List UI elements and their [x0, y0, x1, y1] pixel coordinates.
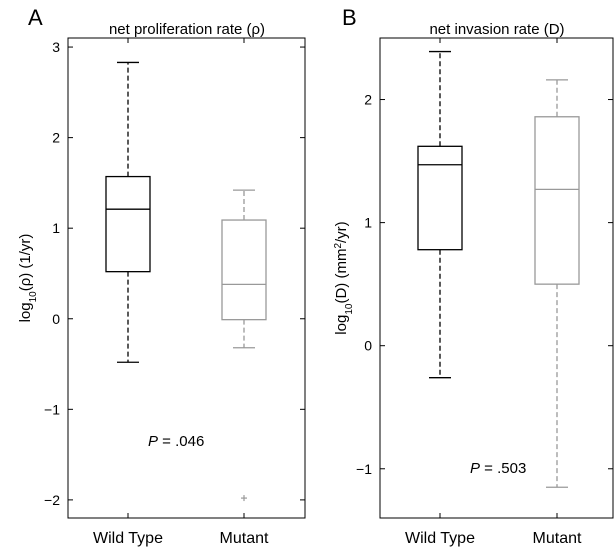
- y-tick-label: −2: [44, 492, 60, 508]
- panel-letter: A: [28, 5, 43, 30]
- y-tick-label: 0: [52, 311, 60, 327]
- plot-frame: [67, 37, 306, 519]
- iqr-box: [105, 175, 151, 273]
- y-tick-label: 3: [52, 39, 60, 55]
- box-wild-type: [105, 61, 151, 363]
- box-mutant: [221, 189, 267, 502]
- x-category-label: Mutant: [220, 530, 269, 547]
- y-tick-label: −1: [356, 461, 372, 477]
- y-tick-label: 2: [364, 92, 372, 108]
- panel-letter: B: [342, 5, 357, 30]
- y-tick-label: 2: [52, 130, 60, 146]
- y-tick-label: 1: [52, 220, 60, 236]
- iqr-box: [221, 219, 267, 321]
- y-axis-label: log10(ρ) (1/yr): [17, 234, 39, 323]
- p-value-annotation: P = .503: [470, 460, 526, 477]
- outlier-point: [241, 495, 247, 502]
- plot-frame: [379, 37, 614, 519]
- x-category-label: Wild Type: [405, 530, 475, 547]
- iqr-box: [534, 116, 580, 285]
- y-tick-label: 1: [364, 215, 372, 231]
- y-tick-label: −1: [44, 401, 60, 417]
- y-tick-label: 0: [364, 338, 372, 354]
- iqr-box: [417, 145, 463, 251]
- box-mutant: [534, 79, 580, 488]
- x-category-label: Mutant: [533, 530, 582, 547]
- chart-title: net proliferation rate (ρ): [109, 21, 265, 38]
- p-value-annotation: P = .046: [148, 433, 204, 450]
- box-wild-type: [417, 50, 463, 379]
- x-category-label: Wild Type: [93, 530, 163, 547]
- y-axis-label: log10(D) (mm2/yr): [333, 221, 355, 334]
- chart-title: net invasion rate (D): [429, 21, 564, 38]
